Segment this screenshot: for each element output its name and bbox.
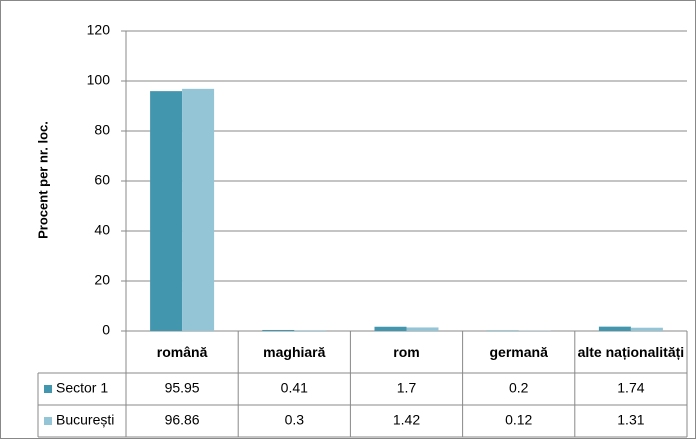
x-tick-label: maghiară [263,344,326,360]
bar [374,326,407,331]
y-tick-label: 0 [102,322,110,338]
legend-swatch [44,385,52,393]
bar [150,91,183,331]
bar [262,329,295,331]
bar [598,326,631,331]
x-tick-label: română [156,344,208,360]
y-tick-label: 120 [87,22,111,38]
x-tick-label-box: rom [393,344,420,360]
bar [630,327,663,331]
y-tick-label: 40 [94,222,110,238]
bar [406,327,439,331]
x-tick-label: alte naționalități [577,344,685,360]
x-tick-label-box: maghiară [263,344,326,360]
x-tick-label-box: alte naționalități [577,344,685,360]
legend-label: Sector 1 [56,380,108,396]
x-tick-label: germană [489,344,548,360]
table-value: 0.3 [285,412,305,428]
table-value: 1.42 [393,412,420,428]
x-tick-label: rom [393,344,420,360]
y-axis-label: Procent per nr. loc. [35,121,50,239]
table-value: 1.7 [397,380,417,396]
table-value: 95.95 [165,380,200,396]
table-value: 1.74 [617,380,644,396]
y-tick-label: 80 [94,122,110,138]
table-value: 0.41 [281,380,308,396]
y-tick-label: 100 [87,72,111,88]
table-value: 0.2 [509,380,529,396]
table-value: 96.86 [165,412,200,428]
bar [486,330,519,331]
legend-label: București [56,412,114,428]
y-tick-label: 60 [94,172,110,188]
table-value: 1.31 [617,412,644,428]
legend-swatch [44,417,52,425]
x-tick-label-box: română [156,344,208,360]
x-tick-label-box: germană [489,344,548,360]
bar [294,330,327,331]
bar [182,88,215,331]
y-tick-label: 20 [94,272,110,288]
table-value: 0.12 [505,412,532,428]
